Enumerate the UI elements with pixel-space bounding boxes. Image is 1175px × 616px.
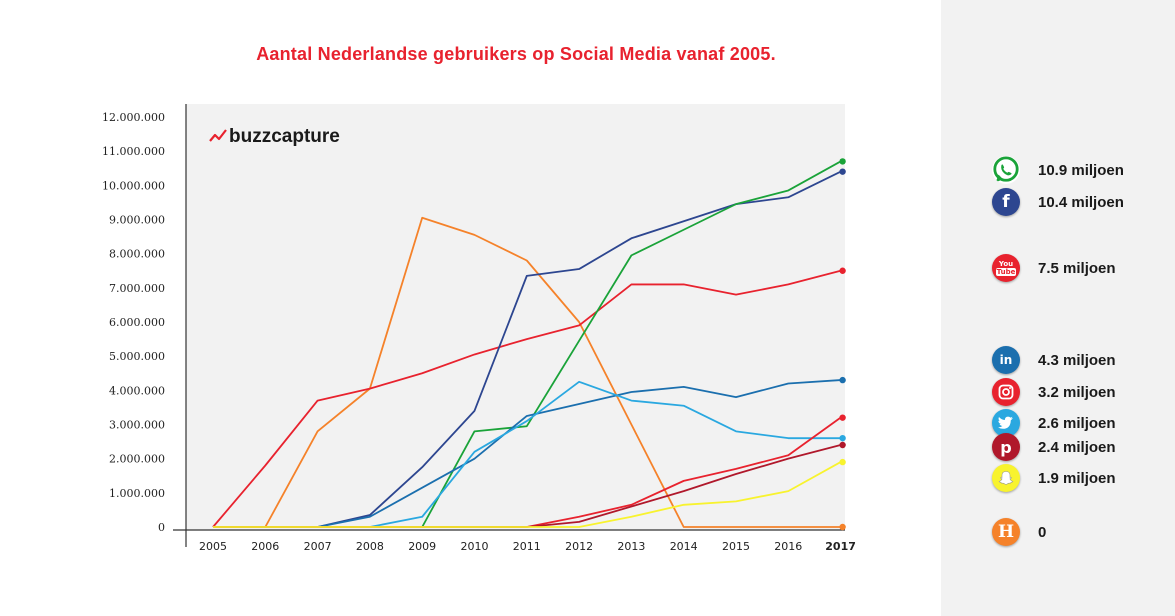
legend-item-linkedin: in 4.3 miljoen — [992, 344, 1116, 376]
brand-logo: buzzcapture — [209, 126, 340, 147]
legend-label-instagram: 3.2 miljoen — [1038, 383, 1116, 401]
x-tick-label: 2009 — [408, 540, 436, 553]
y-tick-label: 7.000.000 — [109, 282, 165, 295]
legend-item-hyves: H 0 — [992, 516, 1046, 548]
legend-label-youtube: 7.5 miljoen — [1038, 259, 1116, 277]
y-tick-label: 9.000.000 — [109, 214, 165, 227]
x-tick-label: 2008 — [356, 540, 384, 553]
youtube-icon: You Tube — [992, 254, 1020, 282]
y-tick-label: 3.000.000 — [109, 419, 165, 432]
legend-label-facebook: 10.4 miljoen — [1038, 193, 1124, 211]
pinterest-icon: p — [992, 433, 1020, 461]
x-tick-label: 2007 — [304, 540, 332, 553]
series-point-hyves — [839, 523, 846, 531]
series-point-instagram — [839, 414, 846, 421]
x-tick-label: 2014 — [670, 540, 698, 553]
x-tick-label: 2013 — [617, 540, 645, 553]
legend-label-linkedin: 4.3 miljoen — [1038, 351, 1116, 369]
legend-item-whatsapp: 10.9 miljoen — [992, 154, 1124, 186]
y-tick-label: 10.000.000 — [102, 179, 165, 192]
instagram-icon — [992, 378, 1020, 406]
y-axis-ticks: 0 1.000.000 2.000.000 3.000.000 4.000.000 5.0… — [102, 111, 165, 534]
series-point-youtube — [839, 267, 846, 274]
series-line-hyves — [213, 216, 841, 528]
x-tick-label: 2012 — [565, 540, 593, 553]
x-tick-label: 2011 — [513, 540, 541, 553]
whatsapp-icon — [992, 156, 1020, 184]
y-tick-label: 1.000.000 — [109, 487, 165, 500]
y-tick-label: 12.000.000 — [102, 111, 165, 124]
x-tick-label: 2017 — [825, 540, 856, 553]
legend-item-instagram: 3.2 miljoen — [992, 376, 1116, 408]
series-line-snapchat — [213, 461, 842, 528]
series-point-whatsapp — [839, 158, 846, 165]
series-point-facebook — [839, 168, 846, 175]
plot-background — [186, 104, 845, 530]
brand-name: buzzcapture — [229, 126, 340, 147]
y-tick-label: 5.000.000 — [109, 350, 165, 363]
y-tick-label: 2.000.000 — [109, 453, 165, 466]
x-tick-label: 2016 — [774, 540, 802, 553]
snapchat-icon — [992, 464, 1020, 492]
legend-item-pinterest: p 2.4 miljoen — [992, 431, 1116, 463]
y-tick-label: 8.000.000 — [109, 248, 165, 261]
x-tick-label: 2005 — [199, 540, 227, 553]
legend-item-twitter: 2.6 miljoen — [992, 407, 1116, 439]
y-tick-label: 4.000.000 — [109, 384, 165, 397]
x-tick-label: 2010 — [461, 540, 489, 553]
x-axis-ticks: 2005 2006 2007 2008 2009 2010 2011 2012 2013 2014… — [199, 540, 856, 553]
y-tick-label: 6.000.000 — [109, 316, 165, 329]
legend-label-whatsapp: 10.9 miljoen — [1038, 161, 1124, 179]
y-tick-label: 0 — [158, 521, 165, 534]
linkedin-icon: in — [992, 346, 1020, 374]
legend-panel — [941, 0, 1175, 616]
legend-label-snapchat: 1.9 miljoen — [1038, 469, 1116, 487]
series-point-twitter — [839, 434, 846, 442]
twitter-icon — [992, 409, 1020, 437]
y-tick-label: 11.000.000 — [102, 145, 165, 158]
series-point-pinterest — [839, 441, 846, 449]
legend-item-facebook: f 10.4 miljoen — [992, 186, 1124, 218]
legend-label-hyves: 0 — [1038, 523, 1047, 541]
x-tick-label: 2015 — [722, 540, 750, 553]
legend-label-twitter: 2.6 miljoen — [1038, 414, 1116, 432]
x-tick-label: 2006 — [251, 540, 279, 553]
axes — [173, 104, 845, 547]
series-endpoints — [839, 158, 846, 531]
legend-item-youtube: You Tube 7.5 miljoen — [992, 252, 1116, 284]
series-point-snapchat — [839, 458, 846, 466]
series-point-linkedin — [839, 376, 846, 384]
line-chart: 0 1.000.000 2.000.000 3.000.000 4.000.000 5.0… — [102, 104, 856, 553]
series-lines — [212, 160, 842, 528]
hyves-icon: H — [992, 518, 1020, 546]
facebook-icon: f — [992, 188, 1020, 216]
legend-label-pinterest: 2.4 miljoen — [1038, 438, 1116, 456]
series-line-youtube — [212, 269, 841, 528]
brand-logo-icon — [209, 129, 227, 142]
chart-title: Aantal Nederlandse gebruikers op Social … — [256, 44, 776, 64]
legend-item-snapchat: 1.9 miljoen — [992, 462, 1116, 494]
